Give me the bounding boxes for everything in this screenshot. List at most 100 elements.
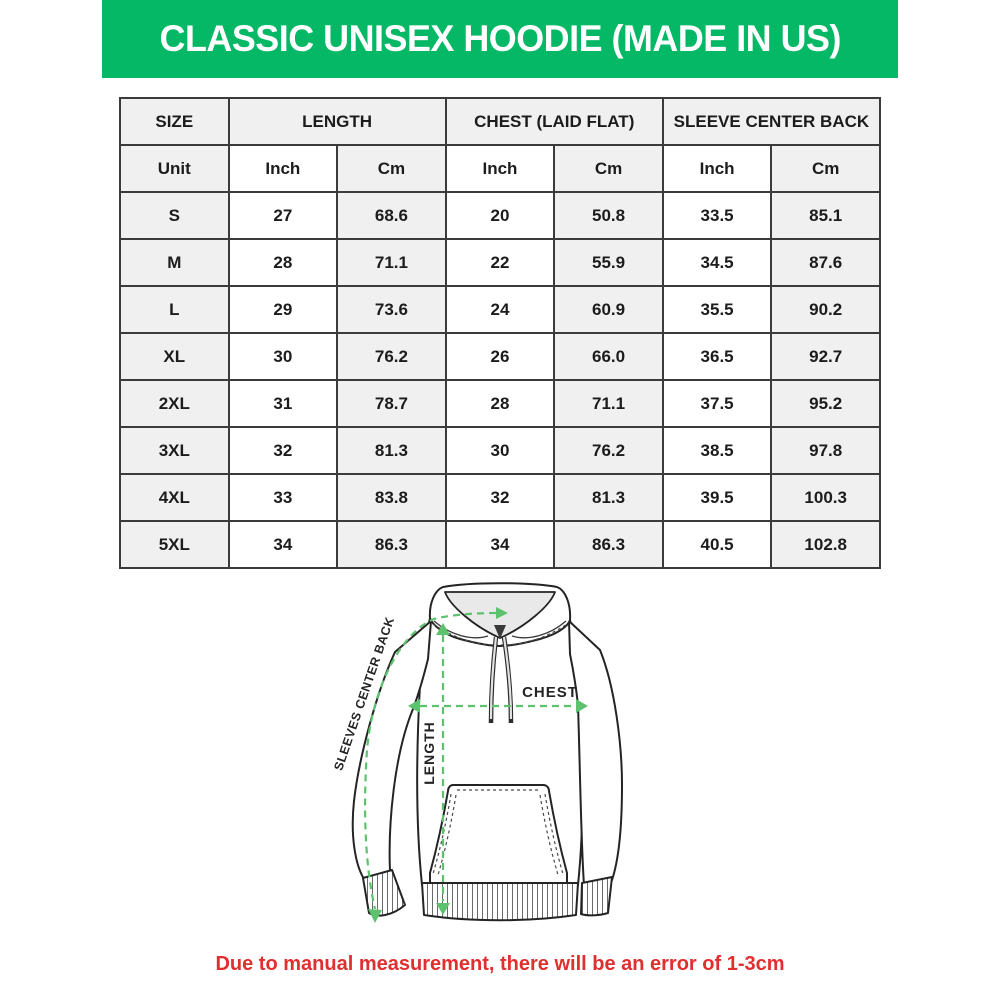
value-cell: 29 — [227, 285, 339, 334]
value-cell: 100.3 — [770, 473, 881, 522]
value-cell: 22 — [444, 238, 556, 287]
value-cell: 90.2 — [770, 285, 881, 334]
size-cell: 2XL — [119, 379, 230, 428]
right-cuff — [580, 876, 613, 917]
value-cell: 39.5 — [661, 473, 773, 522]
size-table: SIZE LENGTH CHEST (LAID FLAT) SLEEVE CEN… — [119, 97, 882, 569]
measurement-error-note: Due to manual measurement, there will be… — [215, 953, 785, 975]
value-cell: 83.8 — [336, 473, 447, 522]
value-cell: 26 — [444, 332, 556, 381]
value-cell: 30 — [227, 332, 339, 381]
sleeve-center-back-line — [363, 611, 497, 910]
value-cell: 81.3 — [336, 426, 447, 475]
table-row: S 27 68.6 20 50.8 33.5 85.1 — [119, 191, 881, 240]
value-cell: 86.3 — [553, 520, 664, 569]
size-cell: M — [119, 238, 230, 287]
hem-band — [421, 882, 579, 922]
value-cell: 102.8 — [770, 520, 881, 569]
value-cell: 36.5 — [661, 332, 773, 381]
value-cell: 34 — [444, 520, 556, 569]
unit-cell: Inch — [444, 144, 556, 193]
collar-fold-right — [511, 620, 567, 639]
value-cell: 40.5 — [661, 520, 773, 569]
drawstring-right-cord — [502, 636, 513, 720]
value-cell: 86.3 — [336, 520, 447, 569]
header-chest: CHEST (LAID FLAT) — [444, 97, 664, 146]
value-cell: 28 — [227, 238, 339, 287]
value-cell: 32 — [227, 426, 339, 475]
size-cell: XL — [119, 332, 230, 381]
value-cell: 27 — [227, 191, 339, 240]
chest-arrow-left-icon — [408, 699, 420, 713]
title-banner: CLASSIC UNISEX HOODIE (MADE IN US) — [102, 0, 898, 78]
value-cell: 81.3 — [553, 473, 664, 522]
value-cell: 73.6 — [336, 285, 447, 334]
table-group-header-row: SIZE LENGTH CHEST (LAID FLAT) SLEEVE CEN… — [119, 97, 882, 146]
value-cell: 33 — [227, 473, 339, 522]
value-cell: 55.9 — [553, 238, 664, 287]
table-row: 3XL 32 81.3 30 76.2 38.5 97.8 — [119, 426, 881, 475]
value-cell: 32 — [444, 473, 556, 522]
collar-stitching — [432, 623, 568, 646]
value-cell: 34 — [227, 520, 339, 569]
value-cell: 50.8 — [553, 191, 664, 240]
value-cell: 37.5 — [661, 379, 773, 428]
hoodie-measurement-diagram: CHEST LENGTH SLEEVES CENTER BACK — [330, 575, 670, 945]
header-length: LENGTH — [227, 97, 447, 146]
unit-cell: Inch — [227, 144, 339, 193]
chest-label: CHEST — [522, 684, 578, 701]
value-cell: 28 — [444, 379, 556, 428]
left-cuff — [362, 869, 406, 917]
size-cell: 5XL — [119, 520, 230, 569]
table-unit-row: Unit Inch Cm Inch Cm Inch Cm — [119, 144, 881, 193]
value-cell: 95.2 — [770, 379, 881, 428]
value-cell: 38.5 — [661, 426, 773, 475]
length-arrow-top-icon — [436, 623, 450, 635]
value-cell: 31 — [227, 379, 339, 428]
size-cell: 3XL — [119, 426, 230, 475]
chest-arrow-right-icon — [576, 699, 588, 713]
value-cell: 76.2 — [336, 332, 447, 381]
unit-cell: Cm — [553, 144, 664, 193]
table-row: 2XL 31 78.7 28 71.1 37.5 95.2 — [119, 379, 881, 428]
value-cell: 71.1 — [553, 379, 664, 428]
header-sleeve: SLEEVE CENTER BACK — [661, 97, 882, 146]
value-cell: 24 — [444, 285, 556, 334]
value-cell: 97.8 — [770, 426, 881, 475]
size-cell: L — [119, 285, 230, 334]
length-arrow-bottom-icon — [436, 903, 450, 915]
sleeve-arrow-neck-icon — [496, 607, 508, 619]
length-label: LENGTH — [421, 721, 437, 785]
table-row: 5XL 34 86.3 34 86.3 40.5 102.8 — [119, 520, 881, 569]
value-cell: 68.6 — [336, 191, 447, 240]
table-row: XL 30 76.2 26 66.0 36.5 92.7 — [119, 332, 881, 381]
drawstring-left-cord — [489, 636, 498, 720]
unit-cell: Inch — [661, 144, 773, 193]
kangaroo-pocket — [429, 784, 568, 884]
value-cell: 34.5 — [661, 238, 773, 287]
table-row: M 28 71.1 22 55.9 34.5 87.6 — [119, 238, 881, 287]
neck-notch — [494, 625, 506, 639]
unit-cell: Cm — [336, 144, 447, 193]
header-size: SIZE — [119, 97, 230, 146]
value-cell: 30 — [444, 426, 556, 475]
value-cell: 76.2 — [553, 426, 664, 475]
value-cell: 35.5 — [661, 285, 773, 334]
value-cell: 85.1 — [770, 191, 881, 240]
unit-cell: Cm — [770, 144, 881, 193]
value-cell: 71.1 — [336, 238, 447, 287]
value-cell: 33.5 — [661, 191, 773, 240]
table-row: L 29 73.6 24 60.9 35.5 90.2 — [119, 285, 881, 334]
table-row: 4XL 33 83.8 32 81.3 39.5 100.3 — [119, 473, 881, 522]
page-title: CLASSIC UNISEX HOODIE (MADE IN US) — [159, 18, 841, 59]
size-cell: S — [119, 191, 230, 240]
value-cell: 66.0 — [553, 332, 664, 381]
value-cell: 20 — [444, 191, 556, 240]
value-cell: 92.7 — [770, 332, 881, 381]
value-cell: 78.7 — [336, 379, 447, 428]
collar-fold-left — [433, 620, 489, 639]
unit-cell: Unit — [119, 144, 230, 193]
value-cell: 60.9 — [553, 285, 664, 334]
sleeve-arrow-cuff-icon — [368, 909, 382, 923]
